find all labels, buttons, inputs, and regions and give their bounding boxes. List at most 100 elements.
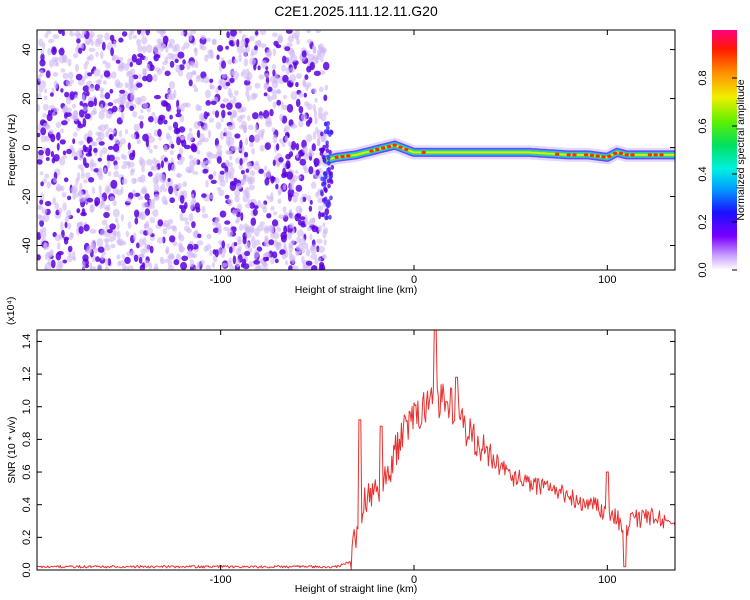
track-edge-point [324,187,328,193]
noise-point [287,35,294,43]
noise-point [145,44,153,53]
noise-point [285,260,288,266]
noise-point [77,120,82,127]
noise-point [318,245,326,253]
noise-point [117,65,125,72]
noise-point [66,255,73,263]
noise-point [85,90,90,97]
noise-point [283,94,288,100]
noise-point [72,184,78,194]
noise-point [261,128,265,134]
noise-point [73,109,78,118]
noise-point [261,59,268,69]
noise-point [253,163,260,171]
noise-point [67,245,73,253]
noise-point [284,46,291,52]
noise-point [226,102,233,110]
noise-point [116,254,121,260]
noise-point [68,71,74,80]
noise-point [225,45,229,50]
noise-point [172,121,179,129]
noise-point [208,174,214,180]
noise-point [285,160,291,169]
noise-point [62,72,69,80]
noise-point [254,265,261,270]
noise-point [142,45,147,54]
noise-point [169,114,173,120]
noise-point [212,171,217,176]
noise-point [127,70,131,76]
noise-point [38,149,44,156]
noise-point [157,117,164,125]
track-peak-point [624,153,629,157]
noise-point [141,166,145,173]
noise-point [275,183,279,190]
noise-point [50,150,55,158]
noise-point [232,255,237,265]
noise-point [231,70,236,76]
noise-point [184,201,188,210]
noise-point [209,49,214,54]
noise-point [176,136,181,146]
noise-point [129,169,135,176]
noise-point [165,46,169,53]
noise-point [290,66,295,73]
noise-point [282,55,287,64]
noise-point [214,219,219,224]
noise-point [60,221,64,231]
noise-point [137,97,142,106]
noise-point [113,170,119,178]
noise-point [140,248,146,256]
noise-point [281,64,287,72]
noise-point [153,266,159,270]
noise-point [107,185,111,195]
noise-point [109,223,116,230]
noise-point [306,30,311,34]
noise-point [311,143,316,152]
noise-point [97,157,103,162]
noise-point [295,184,303,192]
noise-point [271,127,276,133]
noise-point [87,136,93,143]
noise-point [163,157,168,162]
noise-point [173,259,180,266]
noise-point [237,115,243,123]
noise-point [280,234,287,243]
noise-point [295,98,301,108]
noise-point [193,121,201,129]
noise-point [270,205,275,211]
noise-point [312,45,316,51]
noise-point [320,57,324,63]
noise-point [300,196,304,204]
noise-point [61,154,67,159]
noise-point [122,160,129,166]
noise-point [192,171,199,175]
noise-point [285,30,293,34]
noise-point [159,30,166,35]
noise-point [248,184,255,191]
noise-point [260,203,267,210]
noise-point [37,104,41,112]
noise-point [120,112,125,121]
noise-point [153,144,158,150]
noise-point [49,249,54,257]
noise-point [168,125,173,131]
noise-point [111,71,117,79]
colorbar-tick-label: 0.2 [697,214,709,229]
noise-point [169,60,175,68]
noise-point [93,68,101,77]
noise-point [276,227,282,232]
noise-point [287,141,292,147]
noise-point [264,165,268,171]
noise-point [245,68,250,77]
noise-point [235,102,242,109]
noise-point [212,154,219,159]
noise-point [235,258,241,268]
noise-point [236,39,240,48]
noise-point [305,82,312,88]
noise-point [233,242,238,247]
noise-point [141,30,145,37]
track-edge-point [326,125,330,131]
noise-point [185,102,191,108]
noise-point [264,177,270,186]
